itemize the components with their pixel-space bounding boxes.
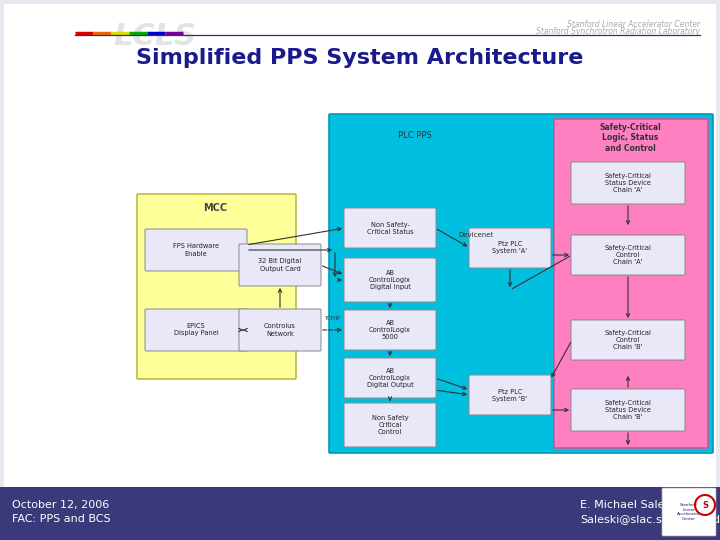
Text: FAC: PPS and BCS: FAC: PPS and BCS	[12, 514, 111, 524]
Text: Safety-Critical
Status Device
Chain 'B': Safety-Critical Status Device Chain 'B'	[605, 400, 652, 420]
Text: EPICS
Display Panel: EPICS Display Panel	[174, 323, 218, 336]
Text: AB
ControlLogix
5000: AB ControlLogix 5000	[369, 320, 411, 340]
FancyBboxPatch shape	[344, 403, 436, 447]
FancyBboxPatch shape	[239, 309, 321, 351]
Text: AB
ControlLogix
Digital Output: AB ControlLogix Digital Output	[366, 368, 413, 388]
FancyBboxPatch shape	[571, 235, 685, 275]
FancyBboxPatch shape	[662, 488, 716, 536]
FancyBboxPatch shape	[469, 375, 551, 415]
Bar	[0, 487, 720, 540]
Text: Safety-Critical
Status Device
Chain 'A': Safety-Critical Status Device Chain 'A'	[605, 173, 652, 193]
FancyBboxPatch shape	[344, 258, 436, 302]
Text: AB
ControlLogix
Digital Input: AB ControlLogix Digital Input	[369, 270, 411, 290]
Text: 32 Bit Digital
Output Card: 32 Bit Digital Output Card	[258, 259, 302, 272]
Text: Non Safety-
Critical Status: Non Safety- Critical Status	[366, 221, 413, 234]
FancyBboxPatch shape	[145, 229, 247, 271]
FancyBboxPatch shape	[571, 389, 685, 431]
FancyBboxPatch shape	[344, 310, 436, 350]
Text: TCP/IP: TCP/IP	[325, 315, 341, 320]
Text: S: S	[702, 501, 708, 510]
FancyBboxPatch shape	[344, 208, 436, 248]
FancyBboxPatch shape	[145, 309, 247, 351]
Text: Ptz PLC
System 'B': Ptz PLC System 'B'	[492, 388, 528, 402]
FancyBboxPatch shape	[239, 244, 321, 286]
FancyBboxPatch shape	[571, 162, 685, 204]
Text: Safety-Critical
Control
Chain 'A': Safety-Critical Control Chain 'A'	[605, 245, 652, 265]
Text: Non Safety
Critical
Control: Non Safety Critical Control	[372, 415, 408, 435]
Text: Stanford Synchrotron Radiation Laboratory: Stanford Synchrotron Radiation Laborator…	[536, 27, 700, 36]
Text: Ptz PLC
System 'A': Ptz PLC System 'A'	[492, 241, 528, 254]
FancyBboxPatch shape	[344, 358, 436, 398]
FancyBboxPatch shape	[469, 228, 551, 268]
FancyBboxPatch shape	[554, 119, 708, 448]
Text: Safety-Critical
Control
Chain 'B': Safety-Critical Control Chain 'B'	[605, 330, 652, 350]
Text: MCC: MCC	[203, 203, 227, 213]
Text: Controlus
Network: Controlus Network	[264, 323, 296, 336]
Text: Stanford Linear Accelerator Center: Stanford Linear Accelerator Center	[567, 20, 700, 29]
Text: LCLS: LCLS	[114, 22, 197, 51]
Text: E. Michael Saleski: E. Michael Saleski	[580, 500, 680, 510]
Text: Stanford
Linear
Accelerator
Center: Stanford Linear Accelerator Center	[678, 503, 701, 521]
Text: Simplified PPS System Architecture: Simplified PPS System Architecture	[136, 48, 584, 68]
FancyBboxPatch shape	[571, 320, 685, 360]
Text: PLC PPS: PLC PPS	[398, 131, 432, 139]
Text: October 12, 2006: October 12, 2006	[12, 500, 109, 510]
FancyBboxPatch shape	[137, 194, 296, 379]
Text: Saleski@slac.stanford.edu: Saleski@slac.stanford.edu	[580, 514, 720, 524]
Text: Devicenet: Devicenet	[459, 232, 494, 238]
Text: FPS Hardware
Enable: FPS Hardware Enable	[173, 244, 219, 256]
FancyBboxPatch shape	[329, 114, 713, 453]
Text: Safety-Critical
Logic, Status
and Control: Safety-Critical Logic, Status and Contro…	[599, 123, 661, 153]
